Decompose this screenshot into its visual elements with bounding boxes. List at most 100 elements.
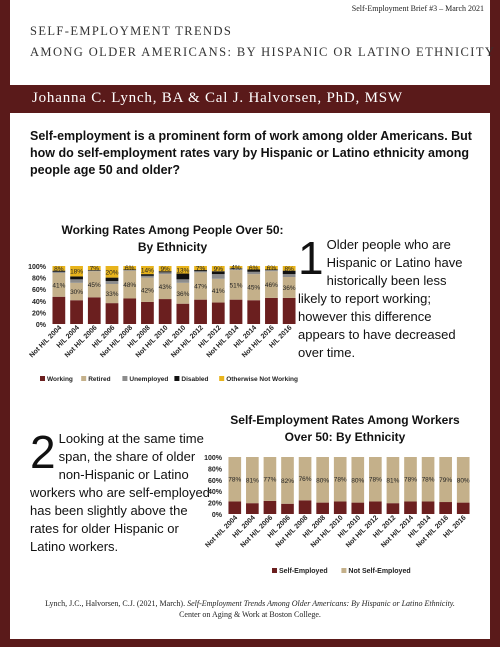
bar-self-employed xyxy=(263,500,277,514)
legend-swatch-unemployed xyxy=(122,376,128,381)
citation-authors: Lynch, J.C., Halvorsen, C.J. (2021, Marc… xyxy=(45,599,188,608)
y-tick-label: 80% xyxy=(32,276,47,283)
bar-working xyxy=(265,297,278,324)
data-label: 6% xyxy=(125,265,135,272)
bar-retired xyxy=(229,270,243,300)
data-label: 78% xyxy=(334,477,347,484)
bar-disabled xyxy=(105,277,119,282)
data-label: 4% xyxy=(231,265,241,272)
y-tick-label: 100% xyxy=(28,264,47,271)
bar-working xyxy=(176,303,190,324)
y-tick-label: 40% xyxy=(208,489,223,496)
data-label: 33% xyxy=(105,291,118,298)
y-tick-label: 0% xyxy=(212,512,223,519)
bar-unemployed xyxy=(229,268,243,271)
data-label: 81% xyxy=(246,478,259,485)
bar-self-employed xyxy=(439,502,452,514)
bar-otherwise-not-working xyxy=(87,266,101,271)
y-tick-label: 20% xyxy=(208,501,223,508)
bar-otherwise-not-working xyxy=(70,266,83,277)
bar-unemployed xyxy=(282,274,296,278)
bar-retired xyxy=(87,271,101,298)
bar-unemployed xyxy=(211,274,225,279)
chart2-title-line1: Self-Employment Rates Among Workers xyxy=(230,413,460,427)
data-label: 30% xyxy=(70,289,83,296)
chart1-title-line2: By Ethnicity xyxy=(137,240,208,254)
legend-label-retired: Retired xyxy=(88,376,110,383)
bar-working xyxy=(70,300,83,324)
bar-self-employed xyxy=(333,501,347,514)
y-tick-label: 80% xyxy=(208,466,223,473)
bar-not-self-employed xyxy=(316,457,329,503)
bar-disabled xyxy=(52,270,66,272)
bar-retired xyxy=(282,277,296,298)
bar-otherwise-not-working xyxy=(123,266,137,270)
finding-1: 1 Older people who are Hispanic or Latin… xyxy=(298,235,478,362)
legend-swatch-self-employed xyxy=(272,568,277,573)
bar-self-employed xyxy=(404,501,417,514)
bar-retired xyxy=(123,270,137,299)
bar-self-employed xyxy=(421,501,435,514)
data-label: 9% xyxy=(214,266,224,273)
bar-disabled xyxy=(141,274,154,276)
data-label: 7% xyxy=(90,266,100,273)
bar-unemployed xyxy=(141,275,154,278)
bar-working xyxy=(105,303,119,324)
bar-disabled xyxy=(158,271,172,273)
data-label: 41% xyxy=(212,288,225,295)
bar-self-employed xyxy=(228,501,242,514)
legend-label-disabled: Disabled xyxy=(181,376,208,383)
data-label: 8% xyxy=(54,266,64,273)
author-bar: Johanna C. Lynch, BA & Cal J. Halvorsen,… xyxy=(10,85,490,113)
data-label: 82% xyxy=(281,478,294,485)
data-label: 45% xyxy=(88,282,101,289)
data-label: 14% xyxy=(141,268,154,275)
bar-self-employed xyxy=(351,502,365,514)
bar-self-employed xyxy=(246,503,259,514)
legend-label-self-employed: Self-Employed xyxy=(279,568,328,575)
intro-text: Self-employment is a prominent form of w… xyxy=(30,129,472,177)
bar-retired xyxy=(70,282,83,301)
data-label: 7% xyxy=(196,266,206,273)
bar-not-self-employed xyxy=(281,457,294,504)
legend-label-otherwise-not-working: Otherwise Not Working xyxy=(226,376,298,383)
bar-not-self-employed xyxy=(404,457,417,502)
y-tick-label: 0% xyxy=(36,322,47,329)
bar-retired xyxy=(247,274,261,301)
data-label: 42% xyxy=(141,287,154,294)
title-line-1: Self-Employment Trends xyxy=(30,24,233,38)
bar-self-employed xyxy=(386,503,400,514)
bar-unemployed xyxy=(194,271,207,273)
data-label: 80% xyxy=(351,477,364,484)
bar-unemployed xyxy=(70,279,83,283)
legend-swatch-otherwise-not-working xyxy=(219,376,225,381)
citation: Lynch, J.C., Halvorsen, C.J. (2021, Marc… xyxy=(20,598,480,620)
bar-unemployed xyxy=(247,271,261,275)
bar-otherwise-not-working xyxy=(211,266,225,272)
legend-label-not-self-employed: Not Self-Employed xyxy=(348,568,410,575)
bar-otherwise-not-working xyxy=(265,266,278,270)
legend-swatch-disabled xyxy=(174,376,180,381)
chart1-title-line1: Working Rates Among People Over 50: xyxy=(61,223,284,237)
bar-not-self-employed xyxy=(421,457,435,502)
bar-working xyxy=(282,297,296,324)
bar-unemployed xyxy=(52,271,66,273)
bar-otherwise-not-working xyxy=(282,266,296,271)
data-label: 78% xyxy=(404,477,417,484)
bar-otherwise-not-working xyxy=(176,266,190,274)
bar-otherwise-not-working xyxy=(158,266,172,272)
y-tick-label: 20% xyxy=(32,310,47,317)
data-label: 51% xyxy=(229,282,242,289)
authors: Johanna C. Lynch, BA & Cal J. Halvorsen,… xyxy=(32,90,403,106)
legend-swatch-working xyxy=(40,376,45,381)
bar-otherwise-not-working xyxy=(52,266,66,271)
data-label: 45% xyxy=(247,285,260,292)
bar-disabled xyxy=(87,270,101,271)
bar-unemployed xyxy=(176,279,190,283)
bar-retired xyxy=(265,271,278,298)
bar-retired xyxy=(105,283,119,304)
bar-disabled xyxy=(70,276,83,280)
finding-2-text: Looking at the same time span, the share… xyxy=(30,431,210,554)
bar-not-self-employed xyxy=(386,457,400,504)
